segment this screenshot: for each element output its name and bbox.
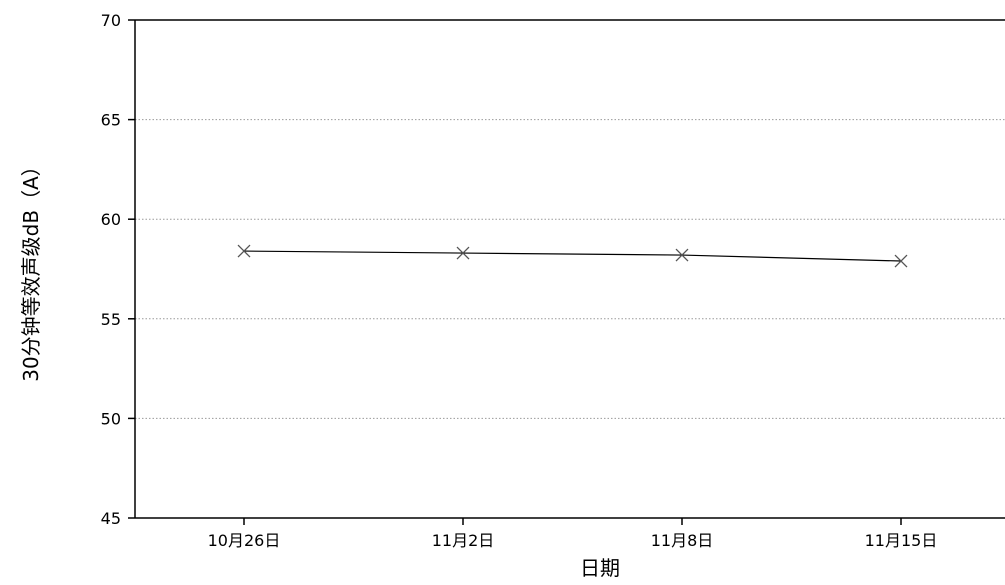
data-point-1: [456, 246, 470, 260]
series-layer: [237, 244, 908, 268]
y-tick-label-60: 60: [101, 210, 121, 229]
axes: [134, 19, 1005, 519]
data-point-0: [237, 244, 251, 258]
x-tick-label-1: 11月2日: [432, 531, 495, 550]
series-line-0: [243, 250, 902, 262]
y-tick-label-50: 50: [101, 409, 121, 428]
data-point-2: [675, 248, 689, 262]
y-axis-title: 30分钟等效声级dB（A）: [19, 156, 43, 382]
y-tick-label-45: 45: [101, 509, 121, 528]
x-tick-label-0: 10月26日: [208, 531, 281, 550]
x-tick-label-2: 11月8日: [651, 531, 714, 550]
data-point-3: [894, 254, 908, 268]
y-axis-ticks: 45 50 55 60 65 70: [101, 11, 135, 528]
y-tick-label-55: 55: [101, 310, 121, 329]
y-tick-label-65: 65: [101, 111, 121, 130]
x-axis-ticks: 10月26日 11月2日 11月8日 11月15日: [208, 518, 938, 550]
y-tick-label-70: 70: [101, 11, 121, 30]
x-tick-label-3: 11月15日: [865, 531, 938, 550]
x-axis-title: 日期: [580, 556, 620, 580]
gridlines: [135, 119, 1005, 419]
